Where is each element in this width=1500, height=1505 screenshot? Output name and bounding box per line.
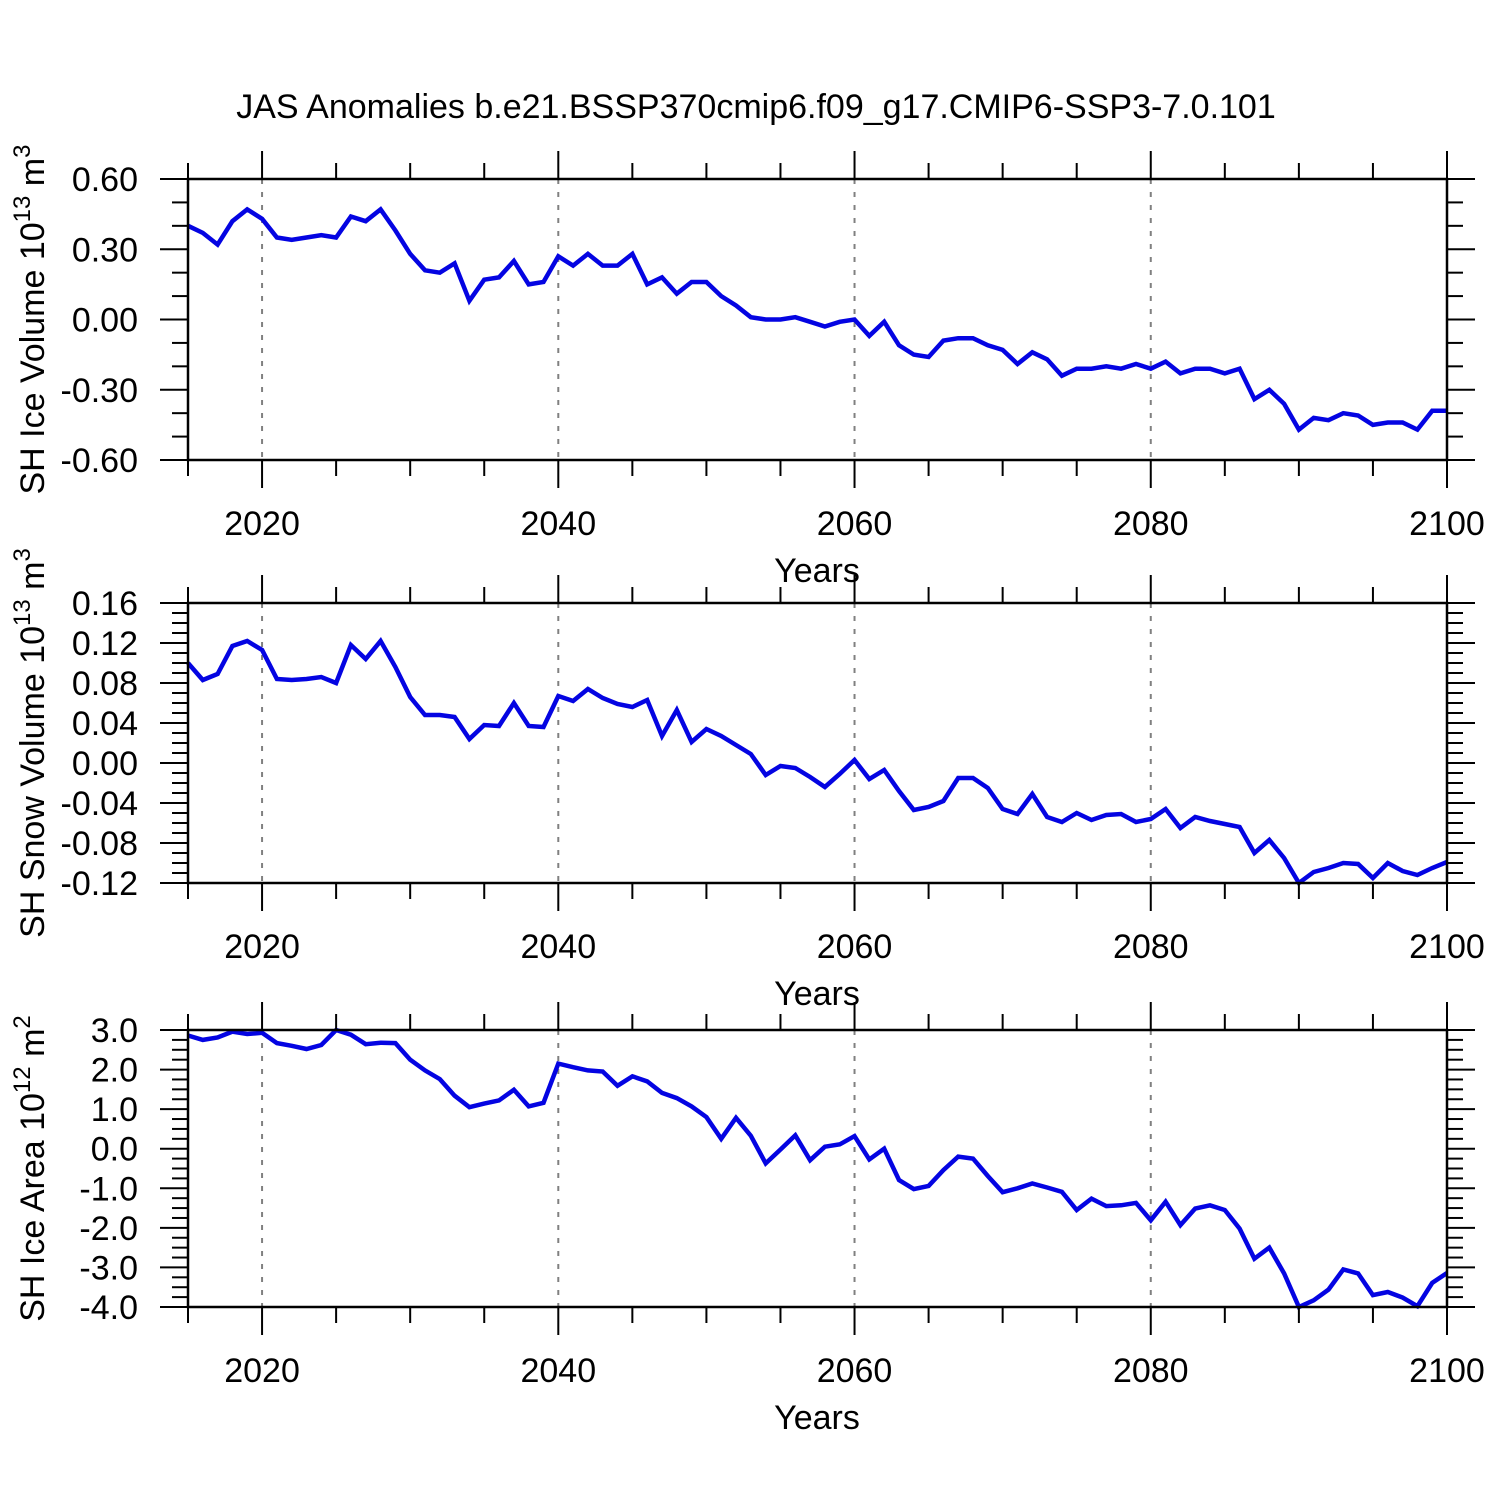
x-tick-label: 2100 [1409,1352,1485,1390]
y-tick-label: -1.0 [79,1170,138,1208]
x-tick-label: 2100 [1409,928,1485,966]
y-tick-label: 0.00 [72,302,138,340]
plot-frame [186,1028,1449,1309]
plot-area-snow-volume: 2020 2040 2060 2080 2100 0.160.120.080.040.00… [61,575,1485,966]
x-tick-label: 2060 [817,928,893,966]
panel-snow-volume: 2020 2040 2060 2080 2100 0.160.120.080.040.00… [9,548,1485,1013]
y-tick-label: -0.08 [61,825,139,863]
x-tick-label: 2020 [224,1352,300,1390]
y-tick-label: 1.0 [91,1091,138,1129]
x-axis-title-years-2: Years [774,975,860,1013]
panel-ice-area: 2020 2040 2060 2080 2100 3.02.01.00.0-1.0-2.0… [9,1002,1485,1437]
x-tick-label: 2020 [224,505,300,543]
y-tick-label: -0.30 [61,372,139,410]
x-tick-label: 2020 [224,928,300,966]
x-tick-label: 2040 [520,505,596,543]
x-tick-label: 2040 [520,928,596,966]
y-tick-label: -2.0 [79,1210,138,1248]
y-tick-label: 0.00 [72,745,138,783]
y-tick-label: -4.0 [79,1289,138,1327]
data-series-line [186,637,1448,887]
x-tick-label: 2060 [817,505,893,543]
y-axis-title-ice-area: SH Ice Area 1012 m2 [9,1015,52,1322]
plot-area-ice-volume: 2020 2040 2060 2080 2100 0.60 0.30 0.00 -0.30 -0.… [61,151,1485,543]
y-tick-label: 0.12 [72,625,138,663]
y-tick-label: 0.30 [72,231,138,269]
y-tick-label: -0.60 [61,442,139,480]
y-tick-label: 3.0 [91,1012,138,1050]
y-tick-label: -0.12 [61,865,139,903]
y-tick-label: 2.0 [91,1052,138,1090]
plot-frame [186,177,1449,462]
y-tick-label: 0.08 [72,665,138,703]
y-tick-label: 0.04 [72,705,138,743]
y-tick-label: -0.04 [61,785,139,823]
plot-area-ice-area: 2020 2040 2060 2080 2100 3.02.01.00.0-1.0-2.0… [79,1002,1485,1390]
y-axis-title-ice-volume: SH Ice Volume 1013 m3 [9,145,52,495]
y-tick-label: 0.60 [72,161,138,199]
y-tick-label: 0.0 [91,1131,138,1169]
x-tick-label: 2040 [520,1352,596,1390]
x-tick-label: 2080 [1113,1352,1189,1390]
data-series-line [187,1027,1449,1310]
y-tick-label: 0.16 [72,585,138,623]
chart-title: JAS Anomalies b.e21.BSSP370cmip6.f09_g17… [236,88,1276,126]
x-tick-label: 2060 [817,1352,893,1390]
x-tick-label: 2080 [1113,928,1189,966]
x-axis-title-years-1: Years [774,552,860,590]
y-tick-label: -3.0 [79,1249,138,1287]
panel-ice-volume: 2020 2040 2060 2080 2100 0.60 0.30 0.00 -0.30 -0.… [9,145,1485,591]
x-tick-label: 2100 [1409,505,1485,543]
data-series-line [187,206,1447,433]
x-tick-label: 2080 [1113,505,1189,543]
x-axis-title-years-3: Years [774,1399,860,1437]
y-axis-title-snow-volume: SH Snow Volume 1013 m3 [9,548,52,938]
